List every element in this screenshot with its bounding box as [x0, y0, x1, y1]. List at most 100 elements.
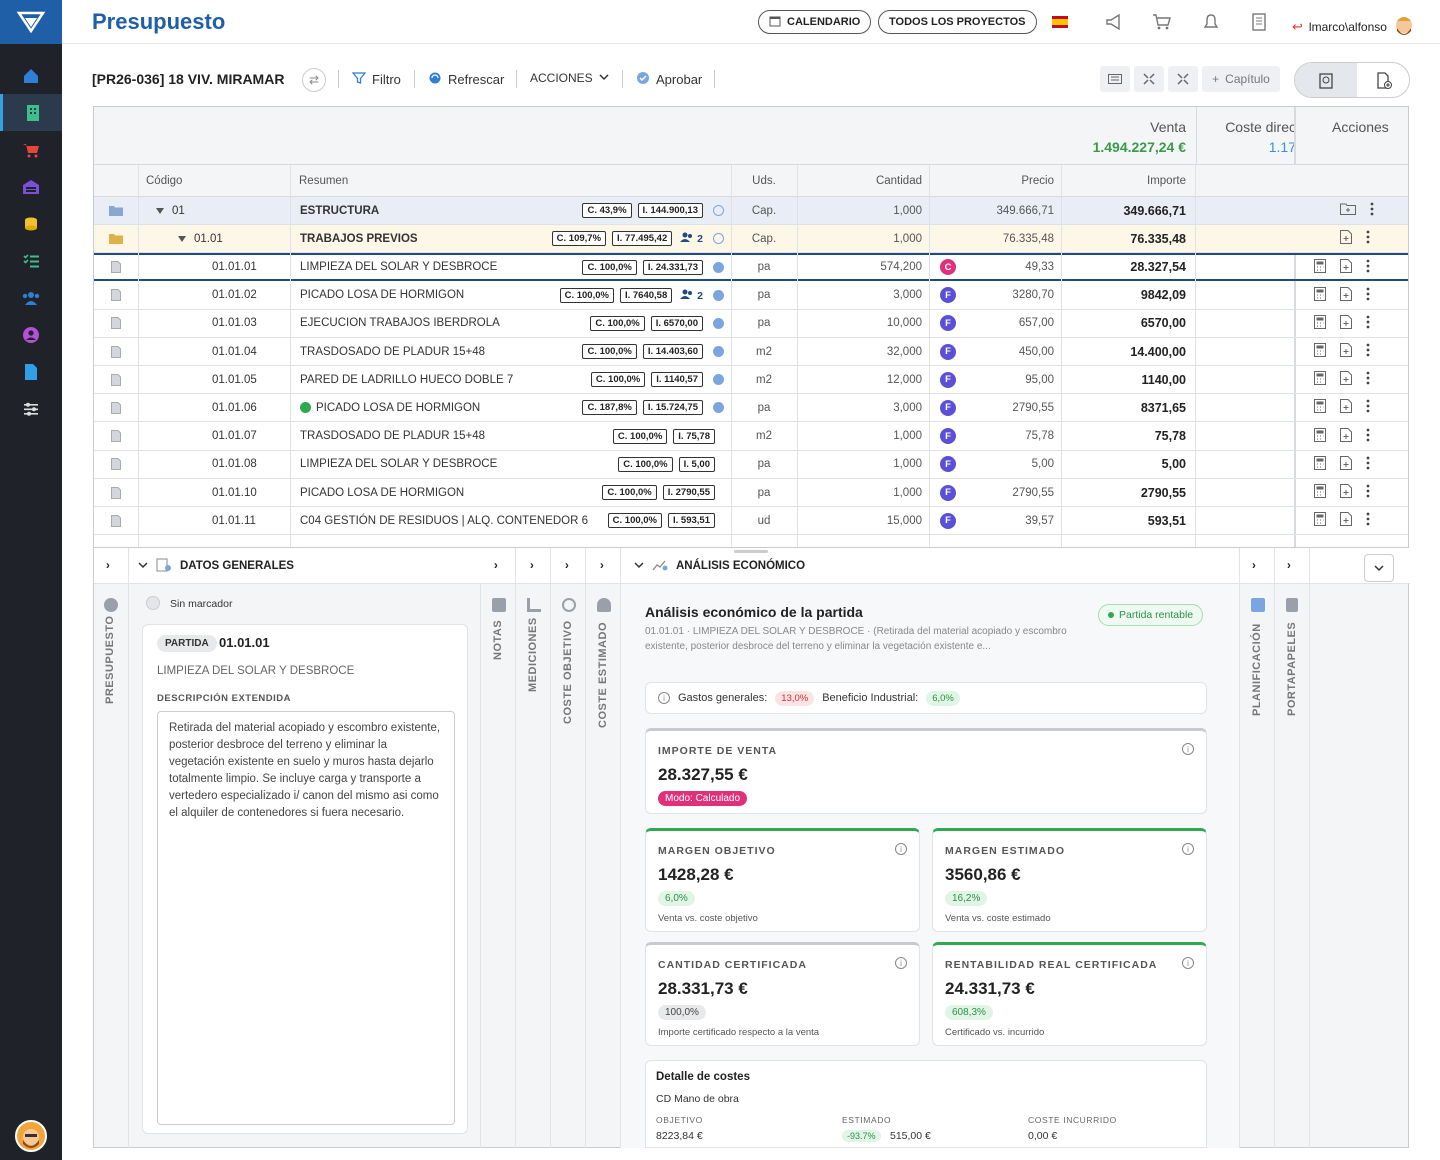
more-options-icon[interactable]	[1366, 399, 1370, 416]
incurred-tag[interactable]: I. 2790,55	[662, 485, 715, 500]
col-importe[interactable]: Importe	[1147, 174, 1186, 187]
coverage-tag[interactable]: C. 100,0%	[590, 315, 645, 331]
row-uds[interactable]: Cap.	[751, 204, 777, 217]
collapse-left-button[interactable]: ›	[106, 560, 110, 572]
add-file-icon[interactable]	[1340, 314, 1352, 332]
row-cantidad[interactable]: 10,000	[886, 317, 922, 330]
table-row[interactable]: 01.01.07 TRASDOSADO DE PLADUR 15+48 C. 100…	[94, 423, 1408, 451]
incurred-tag[interactable]: I. 24.331,73	[642, 259, 703, 275]
spain-flag-icon[interactable]	[1052, 12, 1072, 32]
tab-coste-objetivo[interactable]: COSTE OBJETIVO	[562, 620, 574, 724]
coverage-tag[interactable]: C. 109,7%	[551, 231, 607, 247]
tab-coste-estimado[interactable]: COSTE ESTIMADO	[597, 621, 609, 728]
row-uds[interactable]: pa	[757, 317, 771, 330]
clock-icon[interactable]	[713, 346, 724, 357]
row-precio[interactable]: 450,00	[1018, 345, 1054, 358]
clock-icon[interactable]	[713, 374, 724, 386]
row-summary[interactable]: LIMPIEZA DEL SOLAR Y DESBROCE	[300, 255, 590, 279]
megaphone-icon[interactable]	[1104, 12, 1124, 32]
caret-down-icon[interactable]	[156, 205, 164, 217]
settings-sliders-icon[interactable]	[0, 390, 62, 427]
cart-icon[interactable]	[0, 131, 62, 168]
add-chapter-button[interactable]: + Capítulo	[1202, 66, 1280, 92]
incurred-tag[interactable]: I. 7640,58	[619, 287, 673, 303]
tab-mediciones[interactable]: MEDICIONES	[527, 617, 539, 692]
price-source-badge[interactable]: F	[940, 282, 960, 309]
clock-icon[interactable]	[713, 289, 724, 301]
user-menu[interactable]: ↩ lmarco\alfonso	[1292, 13, 1415, 40]
incurred-tag[interactable]: I. 144.900,13	[637, 203, 703, 218]
calculator-icon[interactable]	[1314, 512, 1326, 529]
clock-icon[interactable]	[713, 402, 724, 414]
more-options-icon[interactable]	[1370, 202, 1374, 219]
more-options-icon[interactable]	[1366, 287, 1370, 304]
coverage-tag[interactable]: C. 100,0%	[602, 485, 657, 500]
clock-icon[interactable]	[713, 317, 724, 329]
ext-desc-textarea[interactable]: Retirada del material acopiado y escombr…	[157, 711, 455, 1125]
price-source-badge[interactable]: F	[940, 394, 960, 421]
swap-project-icon[interactable]: ⇄	[302, 68, 326, 92]
calculator-icon[interactable]	[1314, 343, 1326, 360]
table-row[interactable]: 01.01.03 EJECUCION TRABAJOS IBERDROLA C. 1…	[94, 310, 1408, 338]
incurred-tag[interactable]: I. 75,78	[673, 428, 715, 444]
row-cantidad[interactable]: 1,000	[893, 232, 922, 245]
tab-notas[interactable]: NOTAS	[492, 619, 504, 660]
col-uds[interactable]: Uds.	[752, 174, 776, 187]
row-precio[interactable]: 2790,55	[1012, 486, 1054, 499]
row-precio[interactable]: 2790,55	[1012, 401, 1054, 414]
more-options-icon[interactable]	[1366, 484, 1370, 501]
expand-coste-objetivo-button[interactable]: ›	[565, 560, 569, 572]
price-source-badge[interactable]: F	[940, 423, 960, 450]
coverage-tag[interactable]: C. 187,8%	[582, 400, 637, 416]
row-cantidad[interactable]: 3,000	[893, 401, 922, 414]
budget-view-icon[interactable]	[1295, 63, 1357, 97]
row-cantidad[interactable]: 32,000	[886, 345, 922, 358]
approve-button[interactable]: Aprobar	[636, 71, 702, 88]
incurred-tag[interactable]: I. 593,51	[668, 513, 715, 529]
row-cantidad[interactable]: 1,000	[893, 486, 922, 499]
building-icon[interactable]	[0, 94, 62, 131]
table-row[interactable]: 01.01.10 PICADO LOSA DE HORMIGON C. 100,0%…	[94, 479, 1408, 507]
price-source-badge[interactable]: F	[940, 479, 960, 506]
incurred-tag[interactable]: I. 14.403,60	[642, 344, 703, 359]
table-row[interactable]: 01.01.04 TRASDOSADO DE PLADUR 15+48 C. 100…	[94, 338, 1408, 366]
coverage-tag[interactable]: C. 43,9%	[582, 203, 632, 218]
collapse-icon[interactable]	[1168, 66, 1198, 92]
row-summary[interactable]: TRASDOSADO DE PLADUR 15+48	[300, 423, 590, 450]
add-file-icon[interactable]	[1340, 371, 1352, 388]
row-uds[interactable]: pa	[757, 401, 771, 414]
row-summary[interactable]: PICADO LOSA DE HORMIGON	[300, 479, 590, 506]
add-file-icon[interactable]	[1340, 399, 1352, 416]
more-options-icon[interactable]	[1366, 456, 1370, 473]
add-file-icon[interactable]	[1340, 343, 1352, 360]
calculator-icon[interactable]	[1314, 427, 1326, 445]
info-icon[interactable]: i	[895, 843, 907, 855]
table-row[interactable]: 01 ESTRUCTURA C. 43,9% I. 144.900,13 Cap. 1,0…	[94, 197, 1408, 225]
price-source-badge[interactable]: F	[940, 310, 960, 337]
info-icon[interactable]: i	[658, 692, 670, 704]
price-source-badge[interactable]: F	[940, 507, 960, 534]
row-uds[interactable]: ud	[757, 514, 771, 527]
tab-portapapeles[interactable]: PORTAPAPELES	[1286, 621, 1298, 716]
add-file-icon[interactable]	[1340, 230, 1352, 247]
row-summary[interactable]: C04 GESTIÓN DE RESIDUOS | ALQ. CONTENEDO…	[300, 507, 590, 534]
row-precio[interactable]: 76.335,48	[1002, 232, 1054, 245]
refresh-button[interactable]: Refrescar	[428, 71, 504, 88]
row-precio[interactable]: 3280,70	[1012, 289, 1054, 302]
add-file-icon[interactable]	[1340, 512, 1352, 529]
row-uds[interactable]: Cap.	[751, 232, 777, 245]
more-options-icon[interactable]	[1366, 428, 1370, 445]
table-row[interactable]: 01.01.06 PICADO LOSA DE HORMIGON C. 187,8%…	[94, 394, 1408, 423]
row-cantidad[interactable]: 3,000	[893, 289, 922, 302]
row-cantidad[interactable]: 1,000	[893, 430, 922, 443]
price-source-badge[interactable]: F	[940, 366, 960, 393]
clock-icon[interactable]	[713, 261, 724, 273]
incurred-tag[interactable]: I. 15.724,75	[642, 400, 703, 416]
coverage-tag[interactable]: C. 100,0%	[607, 513, 663, 529]
datos-generales-header[interactable]: DATOS GENERALES	[138, 548, 294, 584]
document-icon[interactable]	[0, 353, 62, 390]
row-summary[interactable]: PARED DE LADRILLO HUECO DOBLE 7	[300, 366, 590, 393]
clipboard-icon[interactable]	[1286, 598, 1298, 612]
table-row[interactable]: 01.01.01 LIMPIEZA DEL SOLAR Y DESBROCE C. …	[94, 253, 1408, 282]
